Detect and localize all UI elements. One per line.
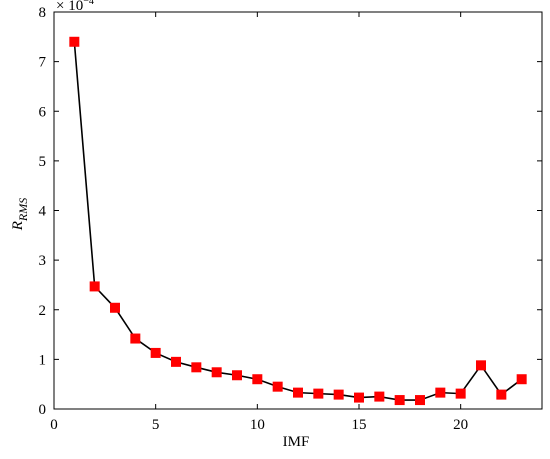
marker	[333, 389, 344, 400]
marker	[313, 388, 324, 399]
marker	[516, 374, 527, 385]
x-tick-label: 15	[352, 417, 367, 433]
marker	[394, 395, 405, 406]
marker	[496, 389, 507, 400]
plot-frame	[53, 11, 543, 410]
y-tick-label: 4	[39, 204, 47, 220]
marker	[435, 387, 446, 398]
marker	[252, 374, 263, 385]
y-tick-label: 8	[39, 5, 47, 21]
marker	[415, 395, 425, 406]
series-line	[73, 41, 523, 401]
multiplier-exponent: −4	[83, 0, 94, 7]
marker	[150, 347, 161, 358]
y-tick-label: 6	[39, 104, 47, 120]
x-tick-label: 10	[250, 417, 265, 433]
marker	[171, 356, 181, 367]
marker	[130, 333, 141, 344]
x-tick-label: 20	[453, 417, 468, 433]
marker	[232, 370, 242, 381]
x-axis-label: IMF	[283, 434, 310, 450]
y-axis-label-main: R	[10, 221, 26, 231]
y-tick-label: 5	[39, 154, 47, 170]
y-tick-label: 7	[39, 55, 47, 71]
axis-multiplier: × 10−4	[56, 0, 94, 14]
marker	[89, 281, 100, 292]
multiplier-base: × 10	[56, 0, 83, 14]
x-tick-label: 5	[152, 417, 160, 433]
x-tick-label: 0	[50, 417, 58, 433]
marker	[211, 367, 222, 378]
y-axis-label: RRMS	[10, 198, 30, 232]
marker	[191, 362, 202, 373]
y-axis-label-sub: RMS	[16, 198, 30, 222]
marker	[110, 302, 120, 313]
y-tick-label: 0	[39, 402, 47, 418]
marker	[476, 360, 486, 371]
y-tick-label: 1	[39, 352, 47, 368]
marker	[272, 381, 283, 392]
marker	[354, 392, 364, 403]
y-tick-label: 2	[39, 303, 47, 319]
marker	[455, 388, 466, 399]
marker	[374, 391, 385, 402]
marker	[69, 36, 80, 47]
marker	[293, 387, 303, 398]
y-tick-label: 3	[39, 253, 47, 269]
